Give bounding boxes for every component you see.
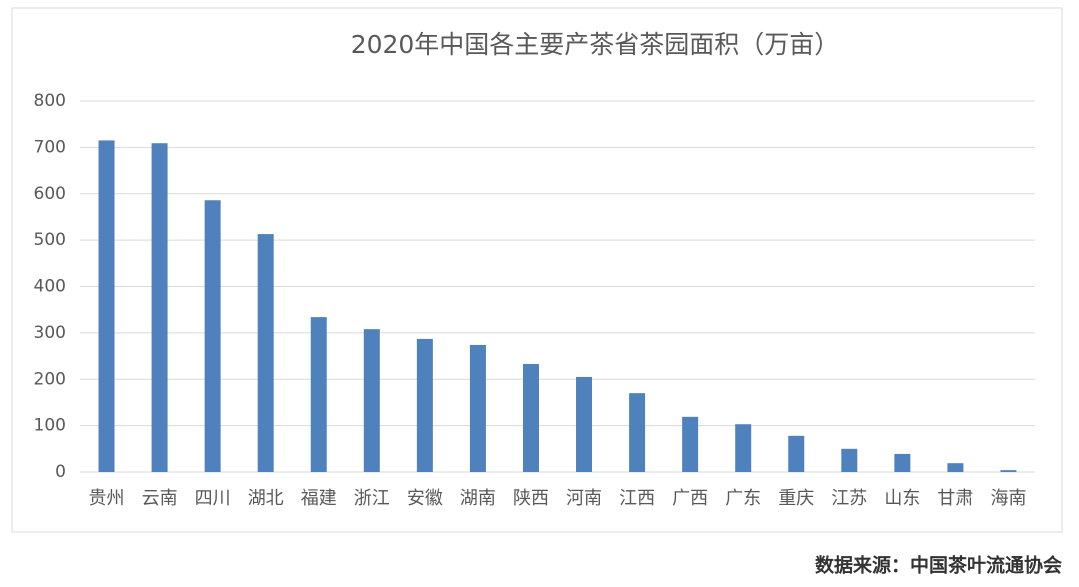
x-tick-label: 福建 [301, 488, 337, 509]
x-tick-label: 河南 [566, 488, 602, 509]
x-tick-label: 广东 [725, 488, 761, 509]
x-tick-label: 湖南 [460, 488, 496, 509]
x-tick-label: 广西 [672, 488, 708, 509]
bar [1000, 470, 1017, 472]
x-tick-label: 安徽 [407, 488, 443, 509]
bar [363, 329, 380, 472]
bar [947, 463, 964, 472]
bar [257, 234, 274, 472]
bar [98, 140, 115, 472]
y-tick-label: 700 [34, 137, 66, 157]
x-tick-label: 湖北 [248, 488, 284, 509]
bar [682, 416, 699, 472]
y-tick-label: 300 [34, 323, 66, 343]
x-tick-label: 山东 [884, 488, 920, 509]
bar [735, 424, 752, 472]
x-tick-label: 云南 [142, 488, 178, 509]
x-tick-label: 海南 [990, 488, 1026, 509]
y-tick-label: 400 [34, 277, 66, 297]
y-tick-label: 800 [34, 91, 66, 111]
bar [788, 435, 805, 472]
x-tick-label: 江苏 [831, 488, 867, 509]
bar [469, 344, 486, 472]
source-note: 数据来源：中国茶叶流通协会 [815, 554, 1062, 577]
bar [310, 317, 327, 472]
y-tick-label: 600 [34, 184, 66, 204]
y-tick-label: 100 [34, 416, 66, 436]
y-tick-label: 500 [34, 230, 66, 250]
y-tick-label: 0 [55, 462, 66, 482]
bar [576, 376, 593, 472]
bar [522, 363, 539, 472]
chart-title: 2020年中国各主要产茶省茶园面积（万亩） [351, 30, 840, 59]
bar [204, 200, 221, 472]
x-tick-label: 浙江 [354, 488, 390, 509]
x-tick-label: 陕西 [513, 488, 549, 509]
x-tick-label: 四川 [195, 488, 231, 509]
bar [151, 143, 168, 473]
bar [416, 338, 433, 472]
bar [841, 448, 858, 472]
x-tick-label: 江西 [619, 488, 655, 509]
x-tick-label: 贵州 [89, 488, 125, 509]
y-tick-label: 200 [34, 369, 66, 389]
x-tick-label: 甘肃 [937, 488, 973, 509]
bar [894, 453, 911, 472]
x-tick-label: 重庆 [778, 488, 814, 509]
bar [629, 393, 646, 472]
